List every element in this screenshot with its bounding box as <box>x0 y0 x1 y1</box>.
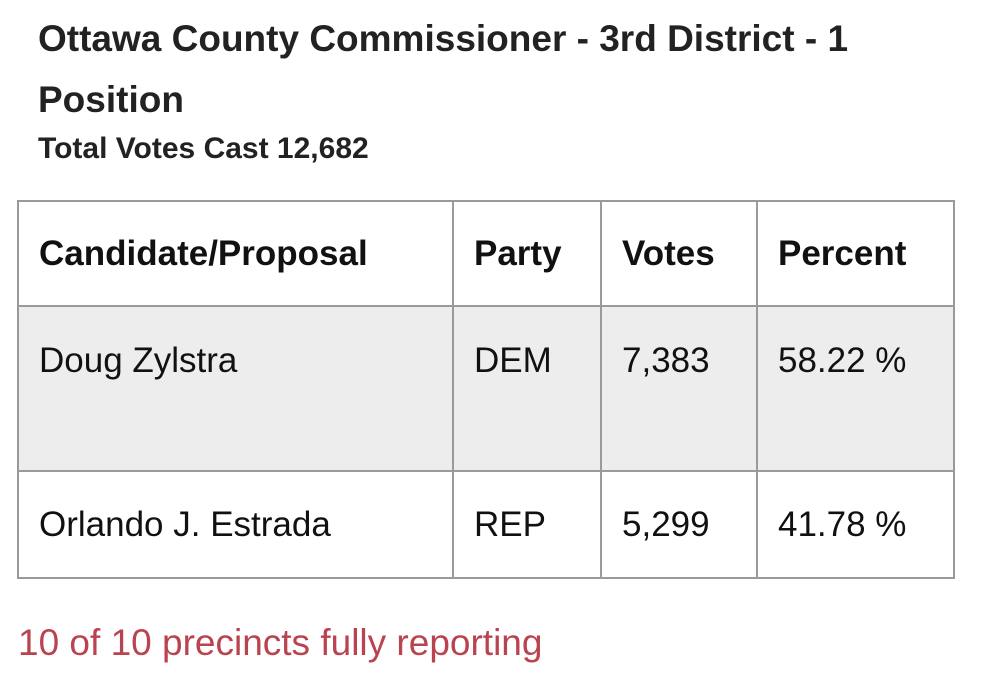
table-cell: 58.22 % <box>756 305 955 472</box>
header-row: Candidate/Proposal Party Votes Percent <box>17 200 955 307</box>
table-cell: REP <box>452 470 602 579</box>
results-table: Candidate/Proposal Party Votes Percent Doug… <box>17 200 955 579</box>
table-cell: 5,299 <box>600 470 758 579</box>
reporting-status: 10 of 10 precincts fully reporting <box>18 622 543 663</box>
column-header: Party <box>452 200 602 307</box>
table-cell: DEM <box>452 305 602 472</box>
table-cell: Orlando J. Estrada <box>17 470 454 579</box>
table-body: Doug Zylstra DEM 7,383 58.22 % Orlando J. Es… <box>17 305 955 579</box>
column-header: Percent <box>756 200 955 307</box>
table-row: Orlando J. Estrada REP 5,299 41.78 % <box>17 470 955 579</box>
table-cell: Doug Zylstra <box>17 305 454 472</box>
column-header: Candidate/Proposal <box>17 200 454 307</box>
subtitle: Total Votes Cast 12,682 <box>38 132 369 165</box>
table-row: Doug Zylstra DEM 7,383 58.22 % <box>17 305 955 472</box>
title: Ottawa County Commissioner - 3rd Distric… <box>38 18 849 120</box>
column-header: Votes <box>600 200 758 307</box>
table-cell: 41.78 % <box>756 470 955 579</box>
table-cell: 7,383 <box>600 305 758 472</box>
